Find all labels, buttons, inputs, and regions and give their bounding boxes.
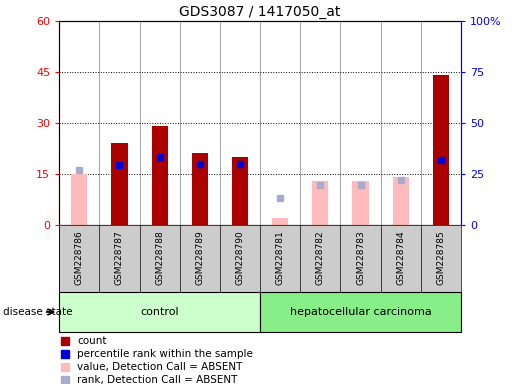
Bar: [433, 75, 449, 225]
Text: hepatocellular carcinoma: hepatocellular carcinoma: [289, 307, 432, 317]
Text: GSM228785: GSM228785: [436, 230, 445, 285]
Bar: [232, 157, 248, 225]
Title: GDS3087 / 1417050_at: GDS3087 / 1417050_at: [179, 5, 341, 19]
Bar: [272, 218, 288, 225]
Text: GSM228787: GSM228787: [115, 230, 124, 285]
Text: GSM228781: GSM228781: [276, 230, 285, 285]
Bar: [71, 174, 88, 225]
Text: GSM228783: GSM228783: [356, 230, 365, 285]
Bar: [111, 143, 128, 225]
FancyBboxPatch shape: [260, 292, 461, 332]
Text: percentile rank within the sample: percentile rank within the sample: [77, 349, 253, 359]
Text: GSM228788: GSM228788: [155, 230, 164, 285]
Text: count: count: [77, 336, 107, 346]
Text: GSM228782: GSM228782: [316, 230, 325, 285]
Text: control: control: [140, 307, 179, 317]
FancyBboxPatch shape: [59, 292, 260, 332]
Bar: [392, 177, 409, 225]
Text: value, Detection Call = ABSENT: value, Detection Call = ABSENT: [77, 362, 243, 372]
Bar: [192, 154, 208, 225]
Text: rank, Detection Call = ABSENT: rank, Detection Call = ABSENT: [77, 376, 238, 384]
Text: GSM228786: GSM228786: [75, 230, 84, 285]
Text: GSM228790: GSM228790: [235, 230, 245, 285]
Text: disease state: disease state: [3, 307, 72, 317]
Text: GSM228784: GSM228784: [396, 230, 405, 285]
Text: GSM228789: GSM228789: [195, 230, 204, 285]
Bar: [312, 180, 329, 225]
Bar: [352, 180, 369, 225]
Bar: [151, 126, 168, 225]
